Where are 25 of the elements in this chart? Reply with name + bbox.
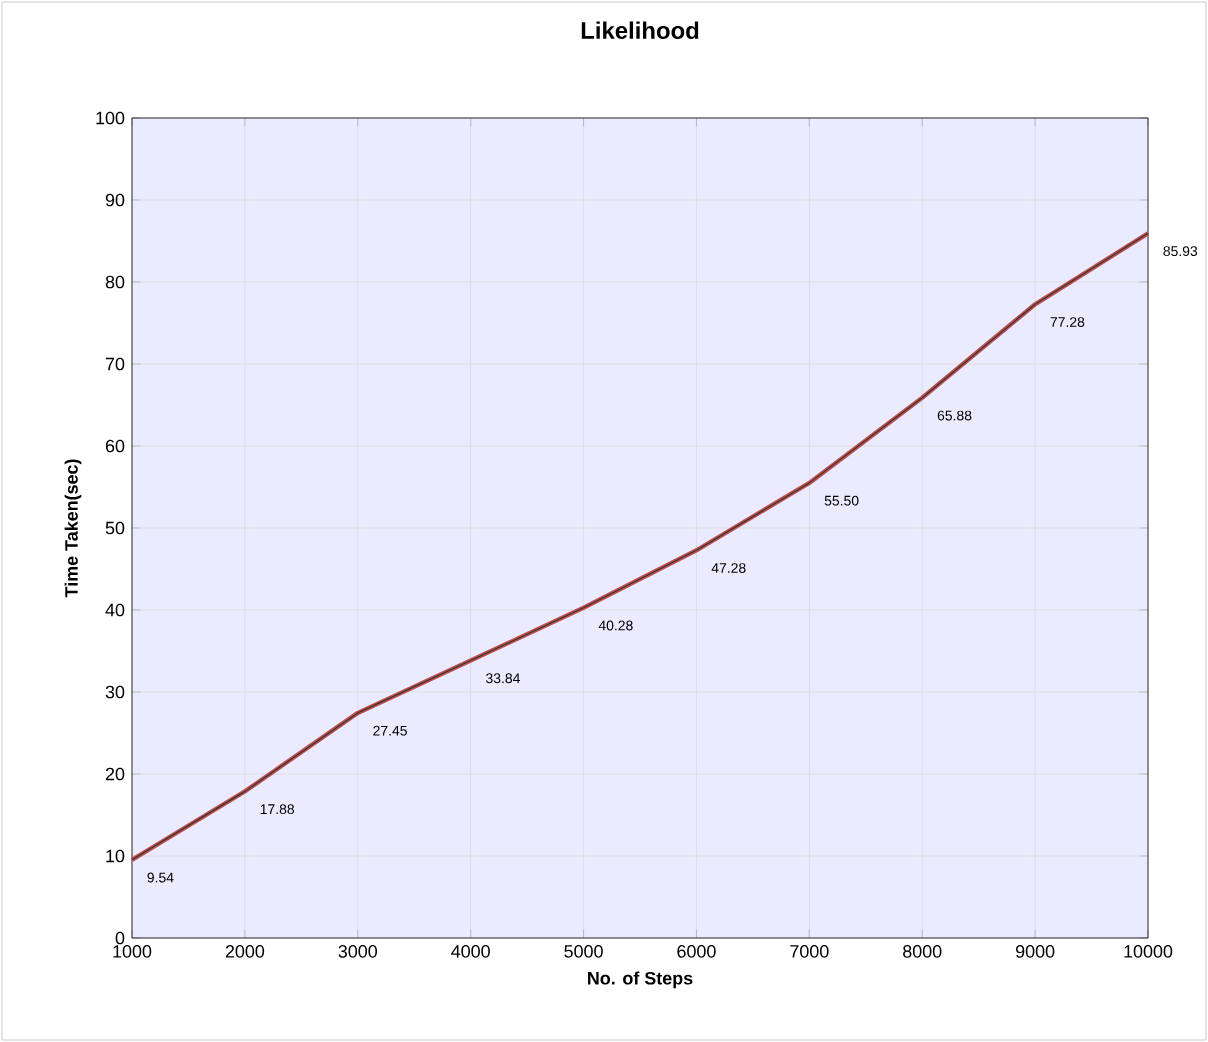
x-tick-label: 2000 xyxy=(225,945,265,958)
x-tick-label: 6000 xyxy=(677,945,716,958)
y-tick-label: 100 xyxy=(96,111,125,125)
y-axis-title: Time Taken(sec) xyxy=(64,459,82,598)
x-tick-label: 3000 xyxy=(338,945,378,958)
x-tick-label: 9000 xyxy=(1016,945,1055,958)
y-tick-label: 80 xyxy=(105,275,125,289)
line-series xyxy=(129,231,1151,862)
y-tick-label: 70 xyxy=(105,357,125,371)
y-tick-label: 60 xyxy=(105,439,125,453)
y-tick-label: 50 xyxy=(105,521,125,535)
chart-title: Likelihood xyxy=(581,21,699,39)
x-tick-label: 10000 xyxy=(1124,945,1173,958)
y-tick-label: 90 xyxy=(105,193,125,207)
y-tick-label: 30 xyxy=(105,685,125,699)
y-tick-label: 10 xyxy=(106,849,125,863)
x-tick-label: 1000 xyxy=(113,945,152,958)
y-tick-label: 20 xyxy=(105,767,125,781)
x-tick-label: 8000 xyxy=(903,945,942,958)
x-tick-label: 7000 xyxy=(790,945,829,958)
x-tick-label: 4000 xyxy=(451,945,490,958)
x-axis-title: No. of Steps xyxy=(588,971,693,989)
y-tick-label: 40 xyxy=(105,603,125,617)
y-tick-label: 0 xyxy=(115,931,125,945)
x-tick-label: 5000 xyxy=(564,945,603,958)
